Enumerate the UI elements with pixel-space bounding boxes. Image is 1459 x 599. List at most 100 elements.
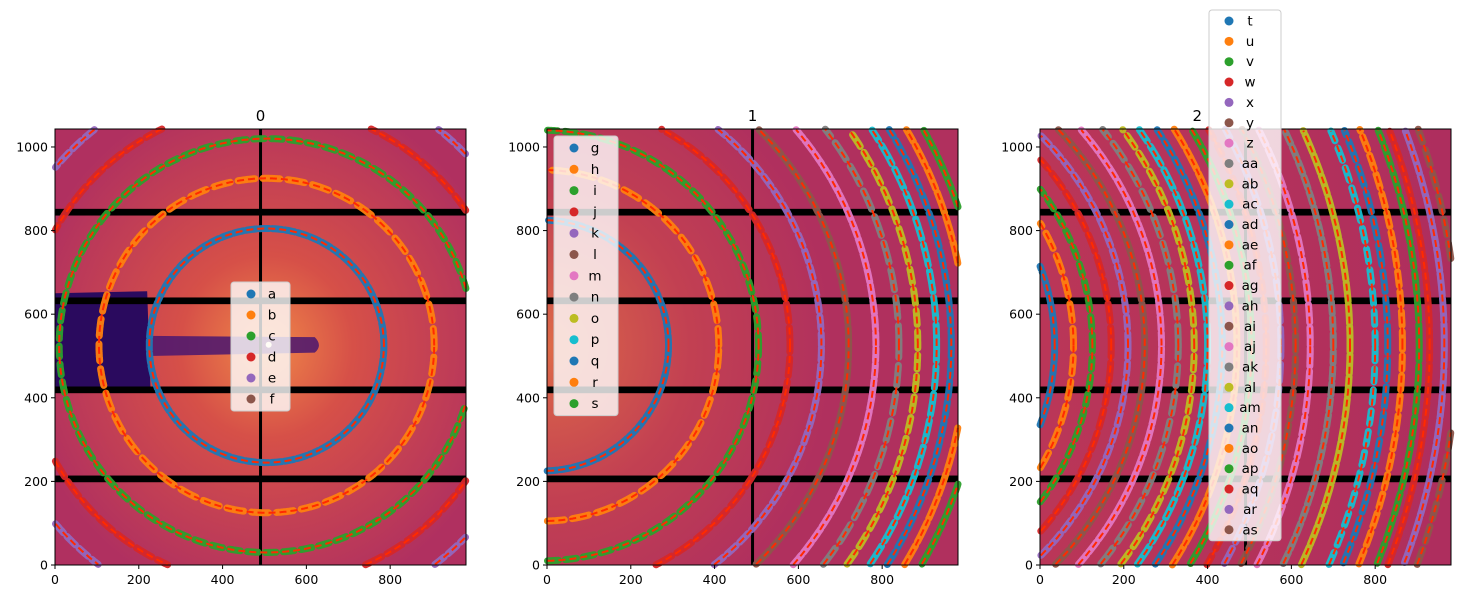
ring-points-d [51, 125, 470, 569]
x-tick-label: 0 [543, 572, 551, 587]
legend-marker-ab [1224, 179, 1234, 189]
axes-frame [54, 128, 467, 566]
ring-points-b [95, 174, 438, 517]
legend-label-ab: ab [1242, 176, 1259, 192]
legend-marker-h [569, 164, 579, 174]
ring-fit-al [1300, 130, 1351, 565]
x-tick-label: 0 [51, 572, 59, 587]
legend-marker-ak [1224, 362, 1234, 372]
x-tick-label: 200 [619, 572, 643, 587]
y-tick-label: 0 [1025, 558, 1033, 573]
legend-marker-an [1224, 423, 1234, 433]
x-tick-label: 600 [294, 572, 318, 587]
x-tick-label: 800 [378, 572, 402, 587]
ring-fit-o [846, 128, 919, 565]
ring-fit-q [886, 129, 953, 566]
detector-gap-vertical [751, 129, 755, 565]
ring-fit-s [921, 129, 959, 565]
legend-label-u: u [1246, 34, 1255, 50]
legend-label-ak: ak [1242, 359, 1258, 375]
legend-label-ad: ad [1242, 217, 1259, 233]
legend-marker-l [569, 250, 579, 259]
legend-marker-ai [1224, 321, 1234, 331]
legend-label-ap: ap [1242, 461, 1259, 477]
ring-fit-as [1416, 128, 1452, 565]
legend-label-d: d [268, 350, 277, 366]
legend-label-w: w [1244, 75, 1255, 91]
y-tick-label: 200 [24, 474, 48, 489]
y-tick-label: 200 [1009, 474, 1033, 489]
y-tick-label: 1000 [508, 139, 540, 154]
legend-marker-z [1224, 138, 1234, 148]
legend-label-s: s [591, 396, 598, 412]
legend-marker-g [569, 143, 579, 153]
x-tick-label: 400 [1196, 572, 1220, 587]
ring-fit-y [1054, 128, 1146, 566]
legend-marker-ao [1224, 443, 1234, 453]
ring-fit-x [1040, 134, 1129, 557]
legend-label-p: p [591, 332, 600, 348]
legend-label-r: r [592, 375, 598, 391]
ring-fit-a [148, 227, 385, 464]
axes-title: 2 [1192, 107, 1202, 125]
legend-label-ac: ac [1242, 197, 1258, 213]
x-tick-label: 400 [211, 572, 235, 587]
x-tick-label: 200 [1112, 572, 1136, 587]
y-tick-label: 400 [24, 390, 48, 405]
legend-label-ar: ar [1243, 502, 1257, 518]
legend-label-an: an [1242, 421, 1259, 437]
y-tick-label: 1000 [16, 139, 48, 154]
y-tick-label: 800 [516, 223, 540, 238]
legend-marker-n [569, 292, 579, 302]
legend-label-g: g [591, 141, 600, 157]
legend-box [230, 281, 291, 412]
legend-marker-w [1224, 77, 1234, 87]
legend-box [553, 135, 619, 417]
ring-fit-ap [1376, 129, 1421, 564]
legend-marker-aa [1224, 158, 1234, 168]
legend-label-ae: ae [1242, 237, 1259, 253]
legend-label-t: t [1247, 14, 1252, 30]
ring-fit-r [903, 129, 959, 566]
legend-label-b: b [268, 308, 277, 324]
x-tick-label: 200 [127, 572, 151, 587]
ring-fit-j [655, 128, 791, 566]
legend-label-n: n [591, 290, 600, 306]
y-tick-label: 800 [24, 223, 48, 238]
legend-marker-c [246, 331, 256, 341]
legend-label-a: a [268, 287, 276, 303]
x-tick-label: 800 [870, 572, 894, 587]
ring-fit-ao [1357, 129, 1404, 565]
ring-fit-ac [1136, 129, 1209, 565]
legend-marker-u [1224, 36, 1234, 46]
legend-marker-i [569, 186, 579, 196]
legend-label-h: h [591, 162, 600, 178]
legend-marker-ap [1224, 464, 1234, 474]
x-tick-label: 400 [703, 572, 727, 587]
legend-label-f: f [270, 392, 276, 408]
y-tick-label: 600 [516, 307, 540, 322]
legend-label-ai: ai [1244, 319, 1256, 335]
legend-marker-am [1224, 403, 1234, 413]
y-tick-label: 400 [1009, 390, 1033, 405]
legend-label-aq: aq [1242, 482, 1259, 498]
legend-marker-a [246, 289, 256, 299]
legend-marker-j [569, 207, 579, 217]
legend-label-ag: ag [1242, 278, 1259, 294]
legend-marker-p [569, 335, 579, 345]
legend-label-y: y [1246, 115, 1254, 131]
legend-marker-f [246, 394, 256, 404]
y-tick-label: 600 [1009, 307, 1033, 322]
legend-marker-e [246, 373, 256, 383]
ring-fit-aq [1386, 130, 1431, 565]
y-tick-label: 0 [532, 558, 540, 573]
y-tick-label: 800 [1009, 223, 1033, 238]
legend-marker-x [1224, 97, 1234, 107]
ring-fit-k [713, 128, 823, 566]
ring-fit-l [755, 129, 850, 565]
legend-marker-ag [1224, 281, 1234, 291]
legend-marker-ad [1224, 220, 1234, 229]
y-tick-label: 200 [516, 474, 540, 489]
